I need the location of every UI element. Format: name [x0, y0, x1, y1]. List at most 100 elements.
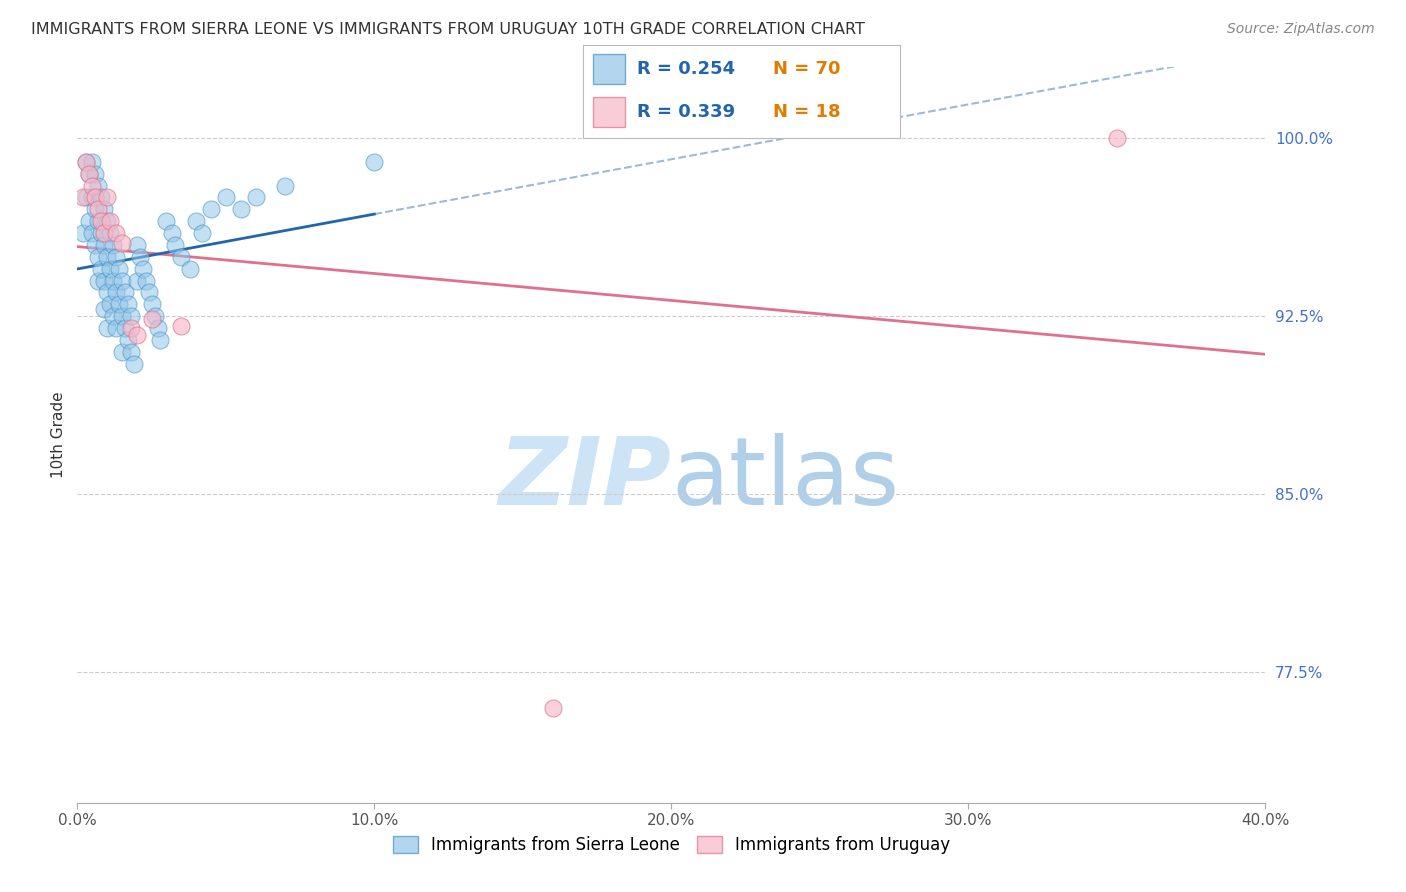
Point: [77, 167, 100, 181]
Point: [141, 311, 163, 326]
Point: [90, 190, 112, 204]
Point: [87, 250, 110, 264]
Point: [101, 309, 124, 323]
Point: [101, 274, 124, 288]
Text: N = 70: N = 70: [773, 61, 841, 78]
Point: [93, 238, 115, 252]
Point: [179, 261, 201, 276]
Point: [96, 190, 118, 204]
Point: [170, 250, 193, 264]
Text: R = 0.339: R = 0.339: [637, 103, 735, 120]
Point: [120, 309, 142, 323]
Point: [93, 226, 115, 240]
Text: N = 18: N = 18: [773, 103, 841, 120]
Point: [96, 250, 118, 264]
Point: [82, 226, 104, 240]
Point: [274, 178, 297, 193]
Point: [122, 357, 145, 371]
Point: [186, 214, 208, 228]
Point: [93, 301, 115, 316]
Point: [117, 297, 139, 311]
Point: [77, 214, 100, 228]
Point: [363, 154, 385, 169]
Point: [108, 261, 131, 276]
Point: [135, 274, 157, 288]
Point: [77, 167, 100, 181]
Point: [117, 333, 139, 347]
Text: IMMIGRANTS FROM SIERRA LEONE VS IMMIGRANTS FROM URUGUAY 10TH GRADE CORRELATION C: IMMIGRANTS FROM SIERRA LEONE VS IMMIGRAN…: [31, 22, 865, 37]
Point: [84, 167, 107, 181]
Point: [98, 261, 121, 276]
Point: [72, 226, 94, 240]
Point: [98, 297, 121, 311]
Point: [87, 274, 110, 288]
Text: Source: ZipAtlas.com: Source: ZipAtlas.com: [1227, 22, 1375, 37]
Point: [96, 214, 118, 228]
Point: [87, 214, 110, 228]
Point: [84, 202, 107, 217]
Text: atlas: atlas: [672, 433, 900, 525]
Point: [141, 297, 163, 311]
FancyBboxPatch shape: [593, 97, 624, 127]
Point: [111, 309, 134, 323]
Point: [104, 285, 127, 300]
Point: [191, 226, 214, 240]
Text: R = 0.254: R = 0.254: [637, 61, 735, 78]
Point: [170, 318, 193, 333]
Point: [98, 214, 121, 228]
Point: [146, 321, 169, 335]
FancyBboxPatch shape: [593, 54, 624, 84]
Point: [108, 297, 131, 311]
Point: [125, 274, 148, 288]
Point: [87, 202, 110, 217]
Point: [104, 226, 127, 240]
Point: [111, 274, 134, 288]
Point: [98, 226, 121, 240]
Point: [93, 202, 115, 217]
Point: [82, 190, 104, 204]
Point: [114, 321, 136, 335]
Point: [90, 226, 112, 240]
Point: [90, 261, 112, 276]
Text: ZIP: ZIP: [499, 433, 672, 525]
Legend: Immigrants from Sierra Leone, Immigrants from Uruguay: Immigrants from Sierra Leone, Immigrants…: [387, 830, 956, 861]
Point: [72, 190, 94, 204]
Point: [75, 154, 97, 169]
Point: [84, 238, 107, 252]
Point: [165, 238, 187, 252]
Point: [138, 285, 160, 300]
Point: [82, 178, 104, 193]
Point: [128, 250, 150, 264]
Point: [200, 202, 222, 217]
Point: [101, 238, 124, 252]
Point: [143, 309, 166, 323]
Point: [215, 190, 238, 204]
Point: [104, 321, 127, 335]
Point: [104, 250, 127, 264]
Y-axis label: 10th Grade: 10th Grade: [51, 392, 66, 478]
Point: [75, 190, 97, 204]
Point: [111, 344, 134, 359]
Point: [82, 154, 104, 169]
Point: [84, 190, 107, 204]
Point: [541, 701, 564, 715]
Point: [125, 328, 148, 343]
Point: [131, 261, 153, 276]
Point: [96, 321, 118, 335]
Point: [114, 285, 136, 300]
Point: [1105, 131, 1128, 145]
Point: [229, 202, 252, 217]
Point: [87, 178, 110, 193]
Point: [93, 274, 115, 288]
Point: [111, 235, 134, 250]
Point: [96, 285, 118, 300]
Point: [90, 214, 112, 228]
Point: [149, 333, 172, 347]
Point: [75, 154, 97, 169]
Point: [162, 226, 184, 240]
Point: [120, 344, 142, 359]
Point: [125, 238, 148, 252]
Point: [245, 190, 267, 204]
Point: [120, 321, 142, 335]
Point: [155, 214, 177, 228]
